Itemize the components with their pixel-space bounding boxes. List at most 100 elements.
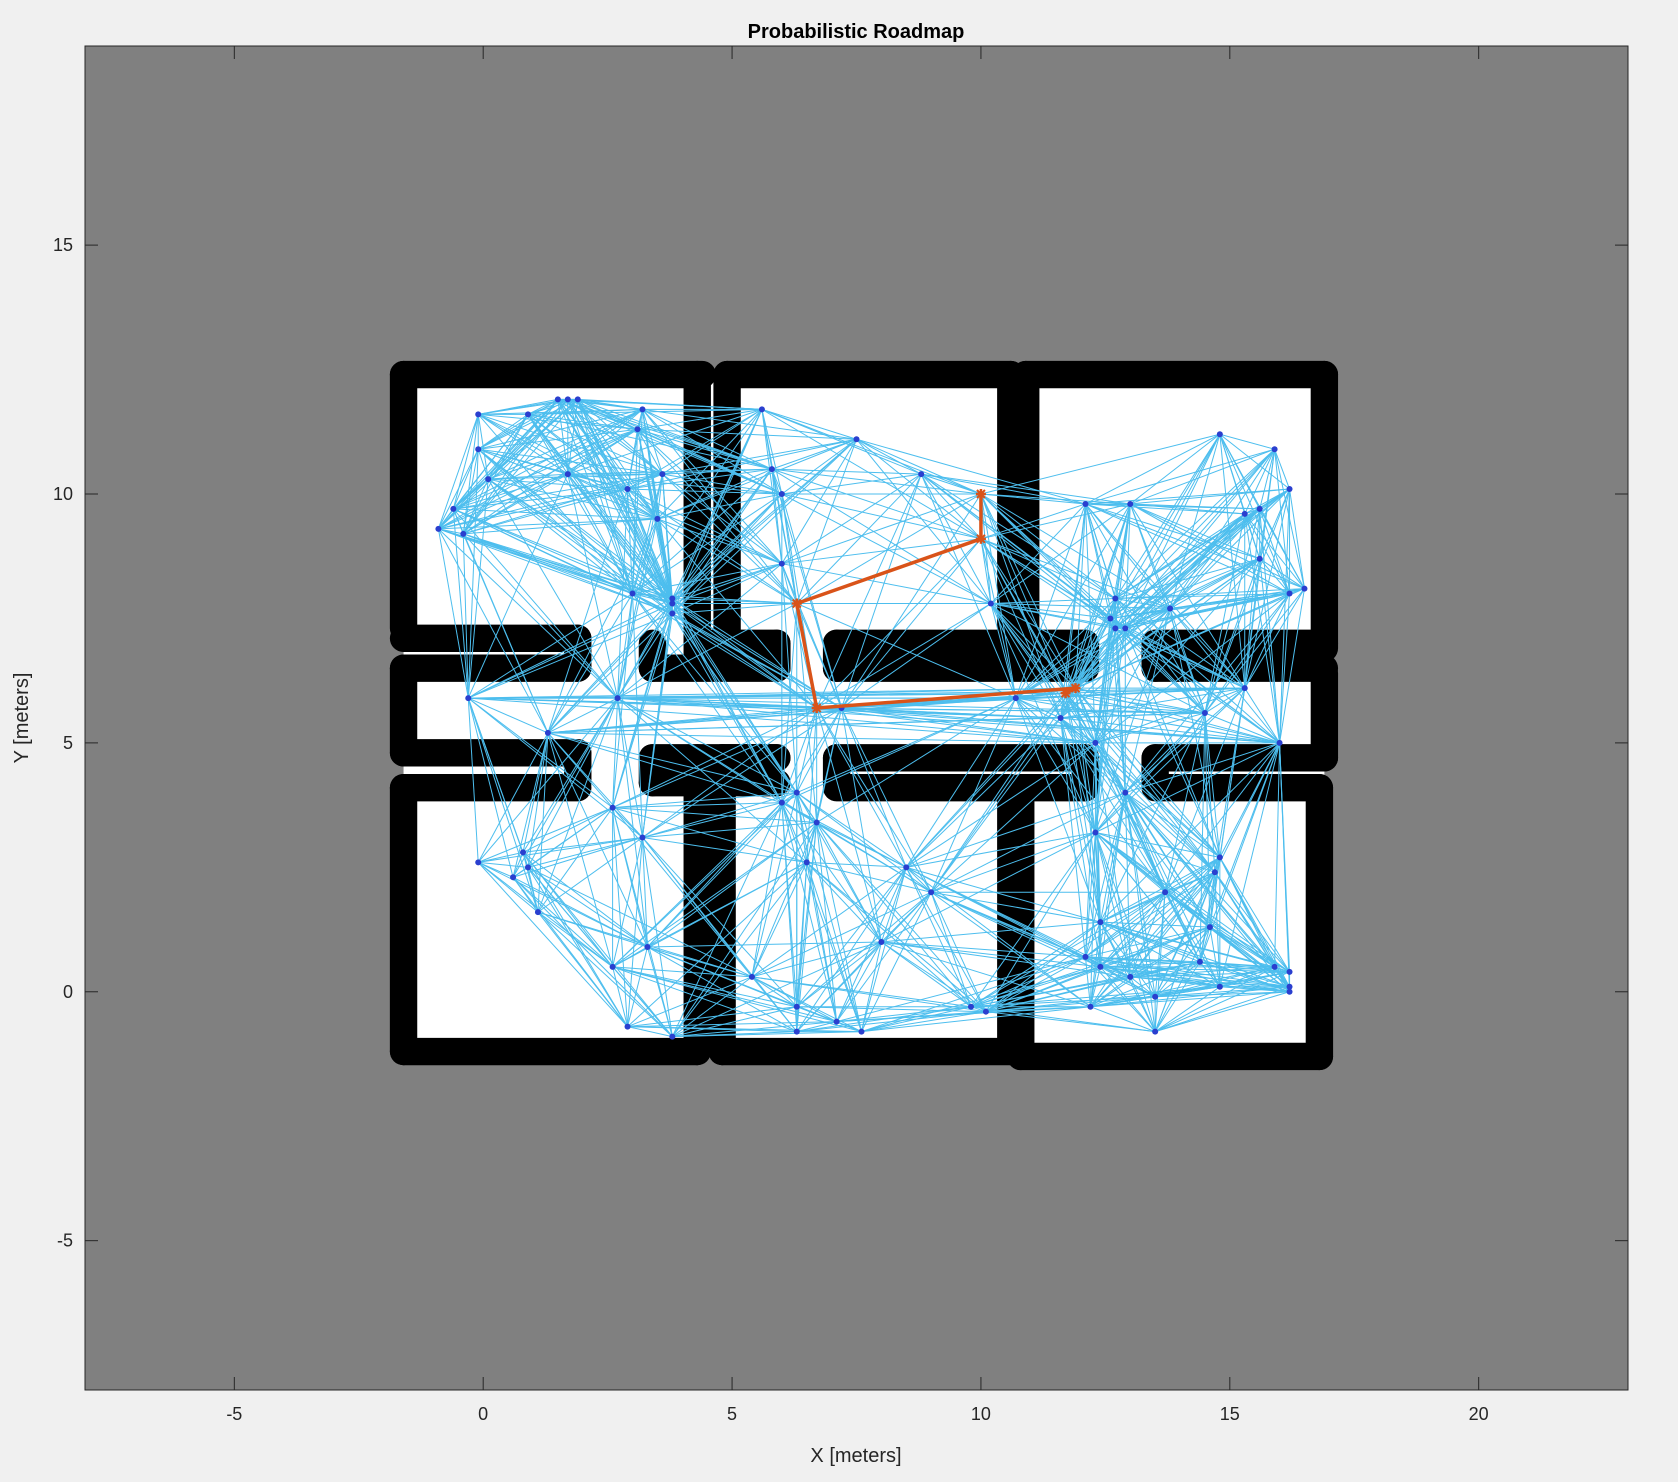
roadmap-edge: [1075, 687, 1280, 744]
roadmap-edge: [612, 807, 753, 978]
roadmap-edge: [1214, 872, 1290, 973]
roadmap-edge: [771, 438, 857, 470]
roadmap-edge: [547, 488, 629, 734]
roadmap-edge: [1115, 598, 1171, 609]
roadmap-edge: [1084, 503, 1096, 743]
roadmap-edge: [781, 802, 862, 1032]
roadmap-edge: [671, 438, 857, 614]
roadmap-edge: [1060, 503, 1086, 719]
roadmap-edge: [567, 473, 619, 699]
roadmap-node: [654, 515, 661, 522]
roadmap-edge: [1060, 628, 1116, 719]
roadmap-edge: [1164, 856, 1221, 893]
y-tick-label: 5: [63, 733, 73, 753]
roadmap-edge: [881, 941, 972, 1008]
roadmap-edge: [1015, 697, 1205, 714]
roadmap-node: [1082, 500, 1089, 507]
roadmap-edge: [453, 478, 489, 510]
roadmap-edge: [672, 603, 817, 709]
roadmap-edge: [547, 732, 1096, 744]
roadmap-edge: [1244, 593, 1290, 689]
roadmap-edge: [627, 488, 673, 604]
roadmap-edge: [1060, 717, 1126, 793]
roadmap-node: [639, 406, 646, 413]
roadmap-edge: [781, 603, 798, 803]
roadmap-edge: [627, 1006, 797, 1028]
roadmap-edge: [467, 697, 529, 868]
roadmap-edge: [1060, 717, 1280, 744]
roadmap-edge: [985, 1006, 1091, 1013]
roadmap-edge: [1100, 856, 1221, 923]
roadmap-edge: [796, 822, 818, 1032]
roadmap-edge: [662, 468, 772, 475]
roadmap-edge: [1124, 687, 1246, 794]
roadmap-node: [793, 1028, 800, 1035]
roadmap-node: [1112, 625, 1119, 632]
roadmap-edge: [1090, 961, 1201, 1008]
roadmap-edge: [452, 508, 469, 699]
roadmap-edge: [612, 792, 798, 968]
roadmap-edge: [453, 473, 568, 510]
roadmap-edge: [1155, 991, 1290, 998]
roadmap-edge: [1114, 628, 1126, 793]
roadmap-edge: [1169, 558, 1260, 609]
roadmap-edge: [642, 837, 798, 1008]
roadmap-edge: [617, 698, 648, 948]
roadmap-node: [634, 426, 641, 433]
roadmap-edge: [547, 732, 782, 804]
roadmap-edge: [662, 438, 857, 475]
roadmap-edge: [627, 1026, 862, 1033]
roadmap-edge: [637, 428, 798, 604]
roadmap-edge: [641, 409, 663, 475]
roadmap-edge: [796, 697, 1016, 794]
roadmap-edge: [1164, 891, 1275, 968]
roadmap-edge: [1259, 508, 1291, 594]
roadmap-edge: [642, 409, 783, 565]
roadmap-edge: [1155, 986, 1290, 998]
roadmap-edge: [1100, 891, 1166, 968]
roadmap-edge: [931, 891, 1101, 923]
roadmap-edge: [1095, 832, 1275, 968]
roadmap-edge: [547, 593, 633, 734]
roadmap-edge: [672, 563, 783, 614]
roadmap-node: [1286, 486, 1293, 493]
roadmap-edge: [1130, 503, 1245, 515]
roadmap-edge: [1170, 588, 1305, 609]
roadmap-edge: [1075, 687, 1206, 714]
roadmap-edge: [617, 603, 673, 699]
roadmap-edge: [438, 473, 569, 530]
roadmap-edge: [672, 438, 857, 604]
roadmap-edge: [980, 538, 1017, 699]
roadmap-edge: [881, 921, 1101, 943]
roadmap-edge: [1219, 857, 1290, 973]
roadmap-node: [574, 396, 581, 403]
roadmap-node: [510, 874, 517, 881]
roadmap-edge: [905, 867, 987, 1012]
roadmap-edge: [1099, 792, 1126, 923]
roadmap-edge: [657, 409, 763, 520]
roadmap-edge: [617, 613, 673, 699]
roadmap-edge: [522, 732, 549, 853]
roadmap-edge: [1094, 628, 1126, 833]
roadmap-edge: [612, 802, 782, 809]
roadmap-edge: [1094, 832, 1131, 977]
roadmap-node: [534, 909, 541, 916]
roadmap-edge: [1164, 742, 1280, 893]
roadmap-edge: [1204, 687, 1246, 714]
roadmap-edge: [841, 707, 882, 943]
roadmap-edge: [1090, 976, 1131, 1008]
roadmap-edge: [1089, 832, 1096, 1007]
roadmap-edge: [632, 409, 763, 594]
roadmap-node: [624, 486, 631, 493]
roadmap-edge: [537, 807, 614, 913]
roadmap-edge: [478, 851, 524, 863]
roadmap-edge: [1114, 448, 1275, 599]
roadmap-edge: [1084, 956, 1091, 1007]
roadmap-edge: [647, 822, 817, 948]
roadmap-edge: [463, 473, 663, 535]
roadmap-edge: [1015, 697, 1280, 744]
roadmap-edge: [1259, 558, 1305, 589]
roadmap-edge: [1085, 956, 1290, 993]
roadmap-node: [1201, 710, 1208, 717]
roadmap-edge: [1169, 508, 1261, 609]
